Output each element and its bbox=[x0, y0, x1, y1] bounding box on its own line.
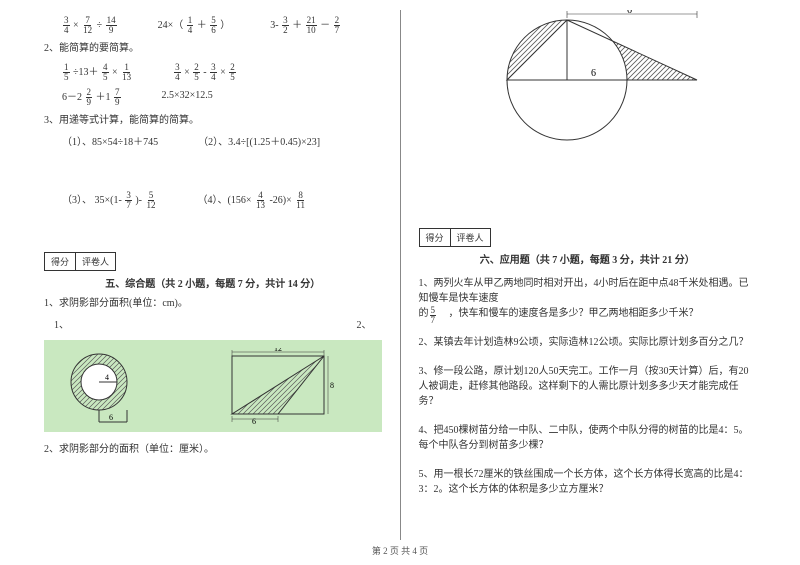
figure-green-panel: 4 6 12 6 bbox=[44, 340, 382, 432]
score-label: 得分 bbox=[45, 253, 76, 270]
item2-title: 2、能简算的要简算。 bbox=[44, 41, 382, 57]
ring-figure: 4 6 bbox=[54, 348, 164, 424]
q5-2: 2、求阴影部分的面积（单位：厘米）。 bbox=[44, 442, 382, 458]
right-column: 6 6 得分 评卷人 六、应用题（共 7 小题，每题 3 分，共计 21 分） … bbox=[405, 10, 771, 540]
expr-row-1: 34 × 712 ÷ 149 24×（ 14 ＋ 56 ） 3- 32 ＋ 21… bbox=[44, 16, 382, 35]
item3-row2: （3）、 35×(1- 37 )- 512 （4）、(156× 413 -26)… bbox=[44, 191, 382, 210]
top-label: 6 bbox=[627, 10, 632, 16]
page-footer: 第 2 页 共 4 页 bbox=[0, 540, 800, 557]
label-1: 1、 bbox=[54, 318, 69, 334]
circle-triangle-figure: 6 6 bbox=[457, 10, 717, 210]
triangle-figure: 12 6 8 bbox=[224, 348, 334, 424]
score-block-5: 得分 评卷人 bbox=[44, 244, 382, 271]
grader-label: 评卷人 bbox=[451, 229, 490, 246]
expr-1c: 3- 32 ＋ 2110 － 27 bbox=[270, 16, 341, 35]
tri-side-label: 8 bbox=[330, 381, 334, 390]
expr-2b: 34 × 25 - 34 × 25 bbox=[173, 63, 237, 82]
ring-outer-label: 6 bbox=[109, 413, 113, 422]
section-6-title: 六、应用题（共 7 小题，每题 3 分，共计 21 分） bbox=[419, 251, 757, 266]
q6-1: 1、两列火车从甲乙两地同时相对开出，4小时后在距中点48千米处相遇。已知慢车是快… bbox=[419, 276, 757, 321]
q6-5: 5、用一根长72厘米的铁丝围成一个长方体，这个长方体得长宽高的比是4：3：2。这… bbox=[419, 467, 757, 497]
score-label: 得分 bbox=[420, 229, 451, 246]
q6-3: 3、修一段公路，原计划120人50天完工。工作一月（按30天计算）后，有20人被… bbox=[419, 364, 757, 409]
fig-labels: 1、 2、 bbox=[44, 318, 382, 334]
score-box-6: 得分 评卷人 bbox=[419, 228, 491, 247]
section-5-title: 五、综合题（共 2 小题，每题 7 分，共计 14 分） bbox=[44, 275, 382, 290]
q6-4: 4、把450棵树苗分给一中队、二中队，使两个中队分得的树苗的比是4：5。每个中队… bbox=[419, 423, 757, 453]
grader-label: 评卷人 bbox=[76, 253, 115, 270]
q6-2: 2、某镇去年计划造林9公顷，实际造林12公顷。实际比原计划多百分之几？ bbox=[419, 335, 757, 350]
tri-top-label: 12 bbox=[274, 348, 282, 353]
label-2: 2、 bbox=[357, 318, 372, 334]
expr-2d: 2.5×32×12.5 bbox=[162, 88, 213, 107]
item3-1: （1）、85×54÷18＋745 bbox=[62, 135, 158, 151]
ring-inner-label: 4 bbox=[105, 373, 109, 382]
item3-2: （2）、3.4÷[(1.25＋0.45)×23] bbox=[198, 135, 320, 151]
expr-1a: 34 × 712 ÷ 149 bbox=[62, 16, 118, 35]
expr-1b: 24×（ 14 ＋ 56 ） bbox=[158, 16, 231, 35]
item3-3: （3）、 35×(1- 37 )- 512 bbox=[62, 191, 157, 210]
item3-row1: （1）、85×54÷18＋745 （2）、3.4÷[(1.25＋0.45)×23… bbox=[44, 135, 382, 151]
item3-title: 3、用递等式计算，能简算的简算。 bbox=[44, 113, 382, 129]
left-column: 34 × 712 ÷ 149 24×（ 14 ＋ 56 ） 3- 32 ＋ 21… bbox=[30, 10, 396, 540]
expr-2a: 15 ÷13＋ 45 × 113 bbox=[62, 63, 133, 82]
column-divider bbox=[400, 10, 401, 540]
expr-row-2a: 15 ÷13＋ 45 × 113 34 × 25 - 34 × 25 bbox=[44, 63, 382, 82]
score-box: 得分 评卷人 bbox=[44, 252, 116, 271]
radius-label: 6 bbox=[591, 68, 596, 79]
expr-row-2b: 6－2 29 ＋1 79 2.5×32×12.5 bbox=[44, 88, 382, 107]
item3-4: （4）、(156× 413 -26)× 811 bbox=[197, 191, 306, 210]
tri-bot-label: 6 bbox=[252, 417, 256, 424]
expr-2c: 6－2 29 ＋1 79 bbox=[62, 88, 122, 107]
score-block-6: 得分 评卷人 bbox=[419, 220, 757, 247]
q5-1: 1、求阴影部分面积(单位：cm)。 bbox=[44, 296, 382, 312]
